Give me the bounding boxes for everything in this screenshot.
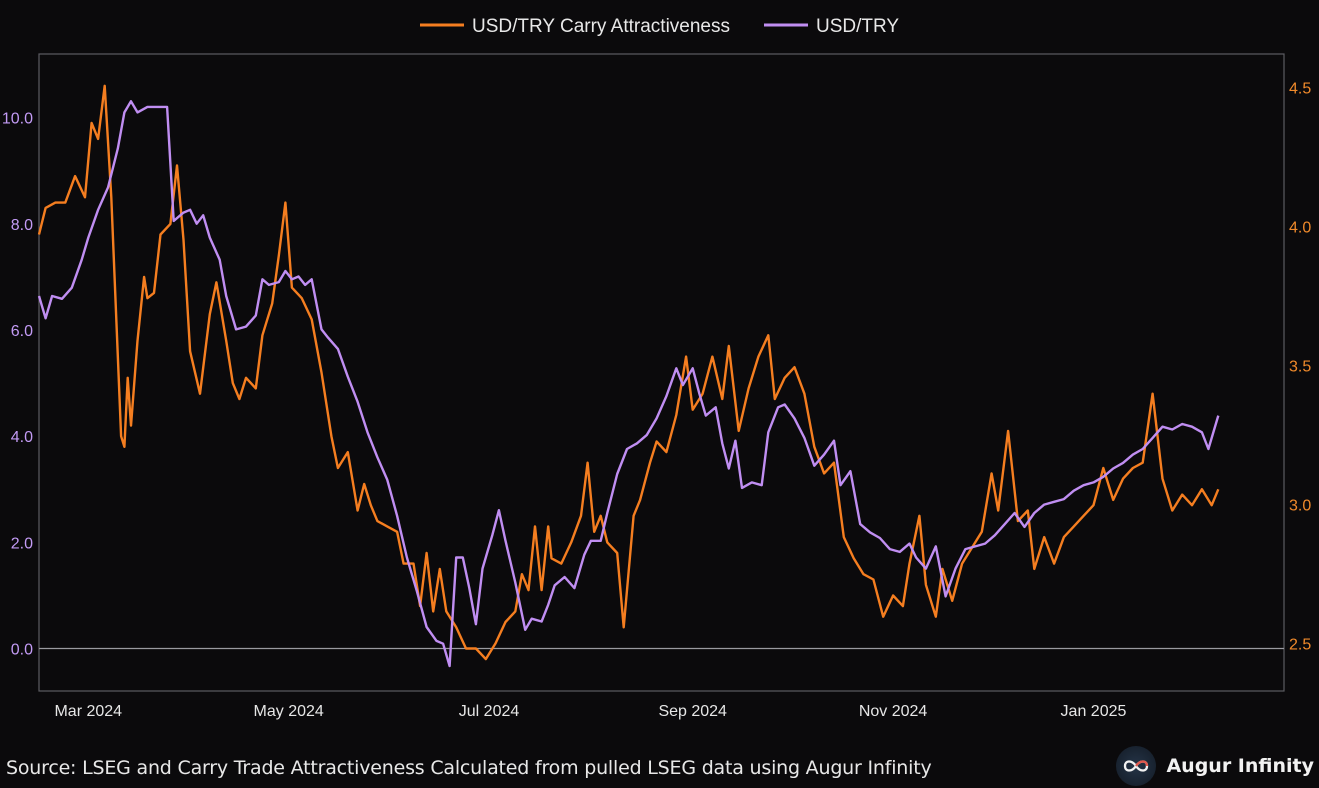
right-y-axis: 2.5 3.0 3.5 4.0 4.5 bbox=[1289, 80, 1311, 653]
left-y-axis: 0.0 2.0 4.0 6.0 8.0 10.0 bbox=[2, 111, 33, 659]
left-tick-label: 0.0 bbox=[11, 642, 33, 659]
left-tick-label: 6.0 bbox=[11, 323, 33, 340]
right-tick-label: 3.5 bbox=[1289, 359, 1311, 376]
x-tick-label: Sep 2024 bbox=[658, 703, 727, 720]
plot-frame bbox=[38, 53, 1285, 692]
legend: USD/TRY Carry Attractiveness USD/TRY bbox=[420, 16, 899, 37]
legend-label-usdtry: USD/TRY bbox=[816, 16, 899, 37]
chart-background bbox=[0, 0, 1319, 745]
series-line-carry-attractiveness bbox=[37, 84, 1220, 661]
infinity-logo-icon bbox=[1116, 746, 1157, 786]
left-tick-label: 10.0 bbox=[2, 111, 33, 128]
right-tick-label: 3.0 bbox=[1289, 498, 1311, 515]
brand-name: Augur Infinity bbox=[1166, 755, 1314, 777]
x-axis: Mar 2024 May 2024 Jul 2024 Sep 2024 Nov … bbox=[54, 703, 1126, 720]
source-note: Source: LSEG and Carry Trade Attractiven… bbox=[6, 757, 932, 779]
series-line-usdtry bbox=[37, 100, 1220, 668]
left-tick-label: 2.0 bbox=[11, 535, 33, 552]
brand: Augur Infinity bbox=[1116, 745, 1314, 787]
x-tick-label: Jan 2025 bbox=[1061, 703, 1127, 720]
left-tick-label: 4.0 bbox=[11, 429, 33, 446]
x-tick-label: Jul 2024 bbox=[459, 703, 520, 720]
x-tick-label: May 2024 bbox=[254, 703, 324, 720]
right-tick-label: 4.5 bbox=[1289, 80, 1311, 97]
chart-svg: USD/TRY Carry Attractiveness USD/TRY 0.0… bbox=[0, 0, 1319, 745]
x-tick-label: Mar 2024 bbox=[54, 703, 122, 720]
x-tick-label: Nov 2024 bbox=[859, 703, 928, 720]
right-tick-label: 2.5 bbox=[1289, 637, 1311, 654]
right-tick-label: 4.0 bbox=[1289, 219, 1311, 236]
left-tick-label: 8.0 bbox=[11, 217, 33, 234]
legend-label-carry: USD/TRY Carry Attractiveness bbox=[472, 16, 730, 37]
